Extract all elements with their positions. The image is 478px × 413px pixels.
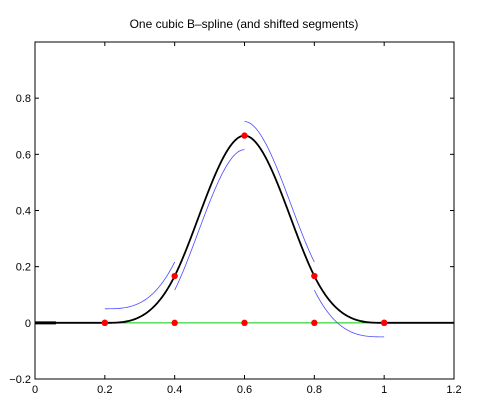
baseline-point-2	[241, 319, 248, 327]
x-tick-label-5: 1	[381, 384, 387, 396]
y-tick-label-0: −0.2	[9, 374, 31, 386]
shifted-segment-0	[104, 261, 176, 310]
x-tick-label-1: 0.2	[97, 384, 112, 396]
baseline-point-3	[311, 319, 318, 327]
y-tick-label-5: 0.8	[16, 93, 31, 105]
x-tick-label-0: 0	[32, 384, 38, 396]
x-tick-label-4: 0.8	[307, 384, 322, 396]
knot-point-3	[311, 272, 318, 280]
shifted-segment-1	[174, 149, 245, 291]
plot-layer	[35, 121, 454, 338]
baseline-point-1	[171, 319, 178, 327]
knot-point-1	[171, 272, 178, 280]
baseline-point-4	[380, 319, 388, 327]
x-tick-label-3: 0.6	[237, 384, 252, 396]
y-tick-label-4: 0.6	[16, 149, 31, 161]
y-tick-label-1: 0	[25, 318, 31, 330]
chart-title: One cubic B–spline (and shifted segments…	[130, 17, 359, 31]
x-tick-label-6: 1.2	[446, 384, 461, 396]
x-tick-label-2: 0.4	[167, 384, 182, 396]
y-tick-label-2: 0.2	[16, 262, 31, 274]
shifted-segment-2	[244, 121, 315, 263]
y-tick-label-3: 0.4	[16, 206, 31, 218]
baseline-point-0	[101, 319, 109, 327]
axes-layer: 0 0.2 0.4 0.6 0.8 1 1.2−0.200.20.40.60.8	[9, 41, 462, 396]
knot-point-2	[241, 132, 248, 139]
plot-area	[35, 42, 454, 379]
shifted-segment-3	[313, 289, 385, 338]
